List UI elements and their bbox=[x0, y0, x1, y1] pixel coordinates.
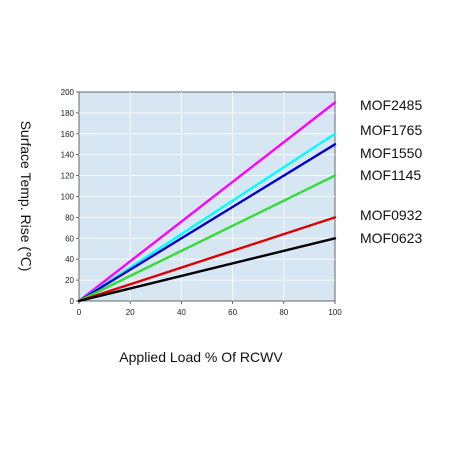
x-tick-label: 60 bbox=[228, 308, 237, 317]
y-tick-label: 140 bbox=[61, 151, 75, 160]
y-tick-label: 20 bbox=[65, 276, 74, 285]
series-line-mof0932 bbox=[77, 216, 337, 303]
series-line-mof1145 bbox=[77, 174, 337, 303]
y-tick-label: 40 bbox=[65, 255, 74, 264]
y-tick-label: 100 bbox=[61, 193, 75, 202]
y-tick-label: 180 bbox=[61, 109, 75, 118]
y-axis-title: Surface Temp. Rise (℃) bbox=[18, 121, 34, 272]
y-tick-label: 200 bbox=[61, 88, 75, 97]
x-tick-label: 0 bbox=[77, 308, 82, 317]
series-line-mof2485 bbox=[77, 101, 337, 303]
series-line-mof1765 bbox=[77, 132, 337, 303]
legend-entry-mof2485: MOF2485 bbox=[360, 97, 422, 113]
series-line-mof1550 bbox=[77, 143, 337, 303]
series-lines bbox=[77, 101, 337, 303]
legend-entry-mof1765: MOF1765 bbox=[360, 122, 422, 138]
x-tick-label: 40 bbox=[177, 308, 186, 317]
x-tick-label: 20 bbox=[126, 308, 135, 317]
legend-entry-mof0623: MOF0623 bbox=[360, 230, 422, 246]
legend-entry-mof0932: MOF0932 bbox=[360, 207, 422, 223]
x-tick-label: 80 bbox=[279, 308, 288, 317]
x-tick-label: 100 bbox=[328, 308, 342, 317]
x-tick-labels: 0 20 40 60 80 100 bbox=[77, 308, 342, 317]
y-tick-label: 80 bbox=[65, 213, 74, 222]
legend-entry-mof1145: MOF1145 bbox=[360, 167, 421, 183]
x-axis-title: Applied Load % Of RCWV bbox=[119, 349, 283, 365]
legend: MOF2485 MOF1765 MOF1550 MOF1145 MOF0932 MOF06… bbox=[360, 97, 422, 246]
y-tick-label: 160 bbox=[61, 130, 75, 139]
legend-entry-mof1550: MOF1550 bbox=[360, 145, 422, 161]
y-tick-label: 0 bbox=[70, 297, 75, 306]
y-tick-label: 120 bbox=[61, 172, 75, 181]
series-line-mof0623 bbox=[77, 237, 337, 303]
y-tick-label: 60 bbox=[65, 234, 74, 243]
y-tick-labels: 0 20 40 60 80 100 120 140 160 180 200 bbox=[61, 88, 75, 306]
